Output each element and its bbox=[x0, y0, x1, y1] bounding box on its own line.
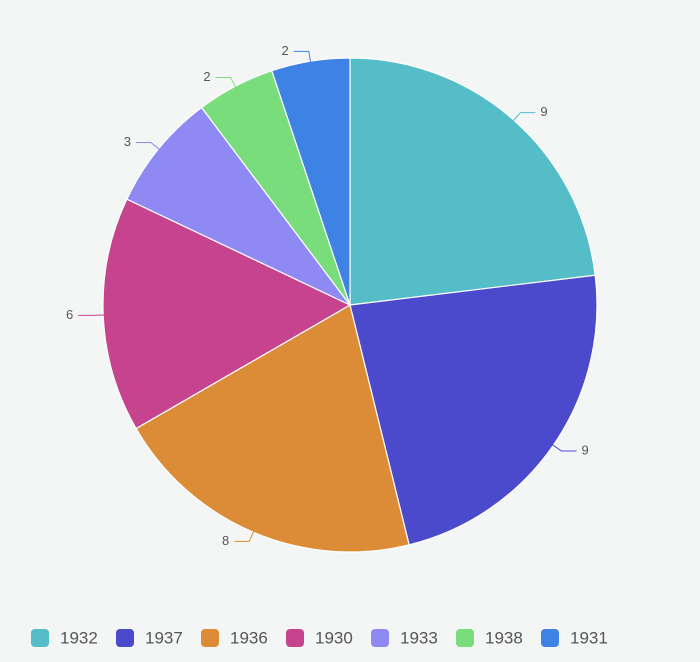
data-label: 9 bbox=[582, 442, 589, 457]
data-label: 2 bbox=[282, 43, 289, 58]
legend-swatch bbox=[371, 629, 389, 647]
data-label: 8 bbox=[222, 533, 229, 548]
leader-line bbox=[512, 112, 536, 122]
legend-label: 1936 bbox=[230, 628, 268, 647]
legend-swatch bbox=[201, 629, 219, 647]
data-label: 6 bbox=[66, 307, 73, 322]
legend-label: 1933 bbox=[400, 628, 438, 647]
data-label: 9 bbox=[540, 104, 547, 119]
leader-line bbox=[551, 443, 577, 452]
leader-line bbox=[234, 530, 255, 542]
data-label: 3 bbox=[124, 134, 131, 149]
legend-label: 1931 bbox=[570, 628, 608, 647]
data-label: 2 bbox=[203, 69, 210, 84]
legend-label: 1930 bbox=[315, 628, 353, 647]
legend-label: 1932 bbox=[60, 628, 98, 647]
legend-swatch bbox=[116, 629, 134, 647]
legend-label: 1938 bbox=[485, 628, 523, 647]
leader-line bbox=[293, 50, 312, 64]
leader-line bbox=[135, 141, 161, 151]
legend-label: 1937 bbox=[145, 628, 183, 647]
legend-swatch bbox=[456, 629, 474, 647]
leader-line bbox=[215, 76, 237, 89]
legend-swatch bbox=[541, 629, 559, 647]
legend-swatch bbox=[31, 629, 49, 647]
legend-swatch bbox=[286, 629, 304, 647]
